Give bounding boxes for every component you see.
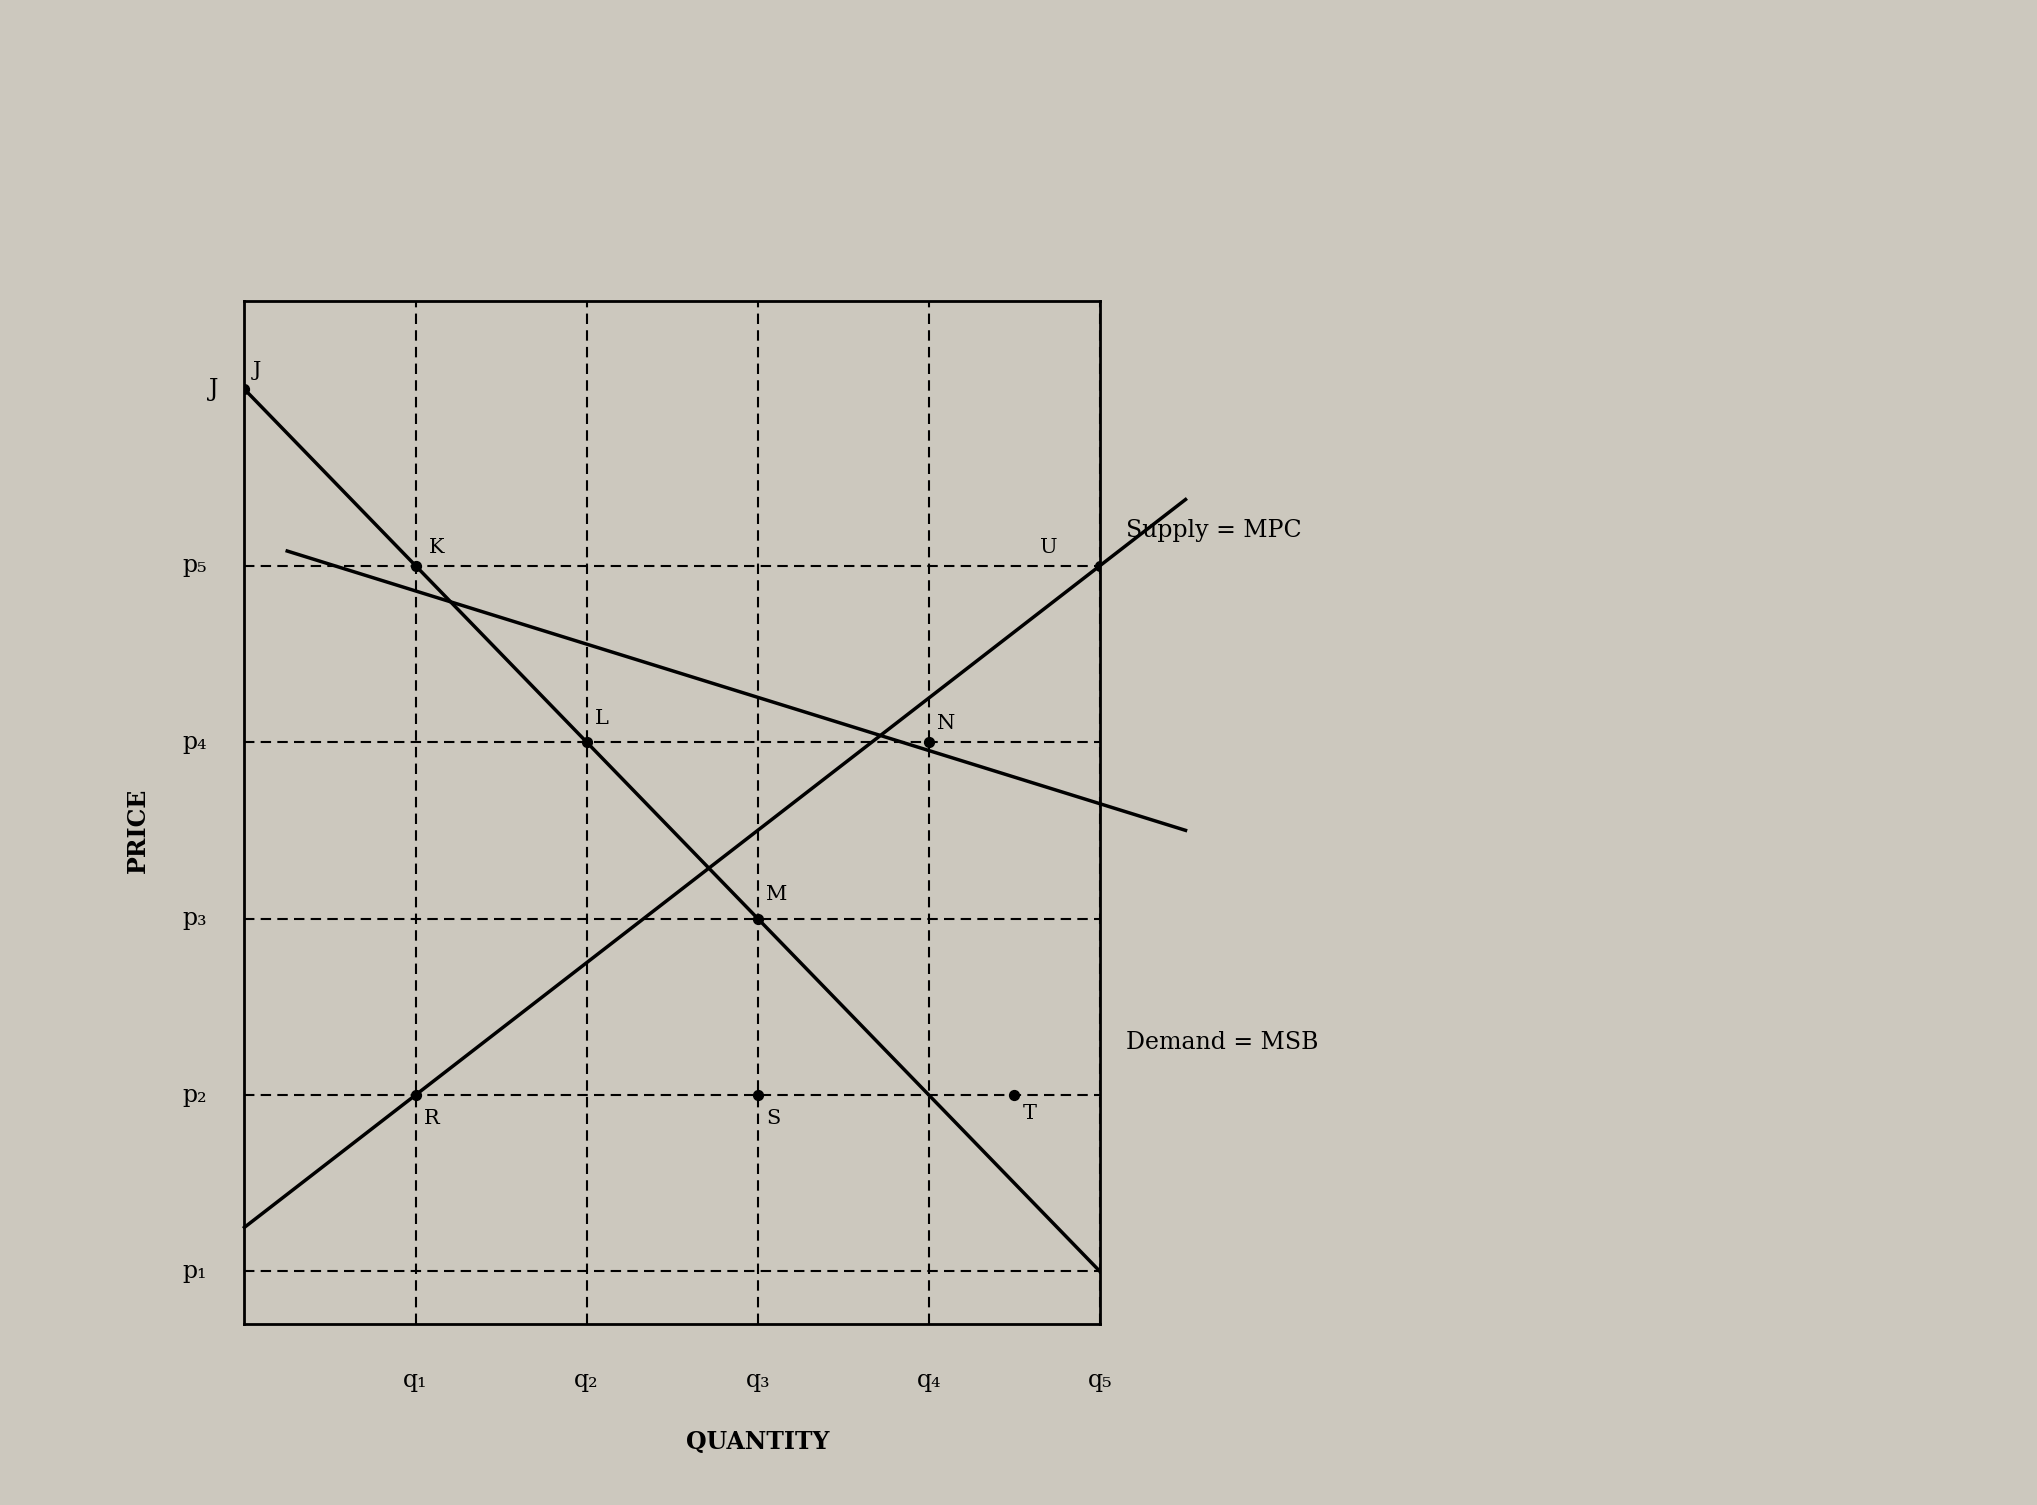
Text: q₄: q₄ — [917, 1368, 941, 1392]
Text: q₅: q₅ — [1088, 1368, 1112, 1392]
Point — [741, 906, 774, 930]
Text: N: N — [937, 715, 955, 733]
Point — [998, 1084, 1031, 1108]
Point — [913, 730, 945, 754]
Text: p₃: p₃ — [181, 908, 208, 930]
Text: J: J — [253, 361, 261, 381]
Text: q₂: q₂ — [574, 1368, 599, 1392]
Text: q₁: q₁ — [403, 1368, 428, 1392]
Text: Demand = MSB: Demand = MSB — [1126, 1031, 1318, 1054]
Text: PRICE: PRICE — [126, 787, 151, 873]
Text: p₅: p₅ — [181, 554, 208, 578]
Text: K: K — [430, 537, 444, 557]
Point — [741, 1084, 774, 1108]
Text: R: R — [424, 1109, 440, 1129]
Text: p₂: p₂ — [181, 1084, 208, 1106]
Point — [1084, 554, 1116, 578]
Point — [228, 378, 261, 402]
Text: J: J — [210, 378, 218, 400]
Text: L: L — [595, 709, 609, 728]
Text: T: T — [1023, 1103, 1037, 1123]
Text: S: S — [766, 1109, 780, 1129]
Point — [399, 554, 432, 578]
Text: q₃: q₃ — [746, 1368, 770, 1392]
Text: Supply = MPC: Supply = MPC — [1126, 519, 1302, 542]
Point — [570, 730, 603, 754]
Point — [399, 1084, 432, 1108]
Text: p₄: p₄ — [181, 730, 208, 754]
Text: M: M — [766, 885, 788, 905]
Text: QUANTITY: QUANTITY — [686, 1430, 829, 1454]
Text: U: U — [1041, 537, 1057, 557]
Text: p₁: p₁ — [181, 1260, 208, 1282]
